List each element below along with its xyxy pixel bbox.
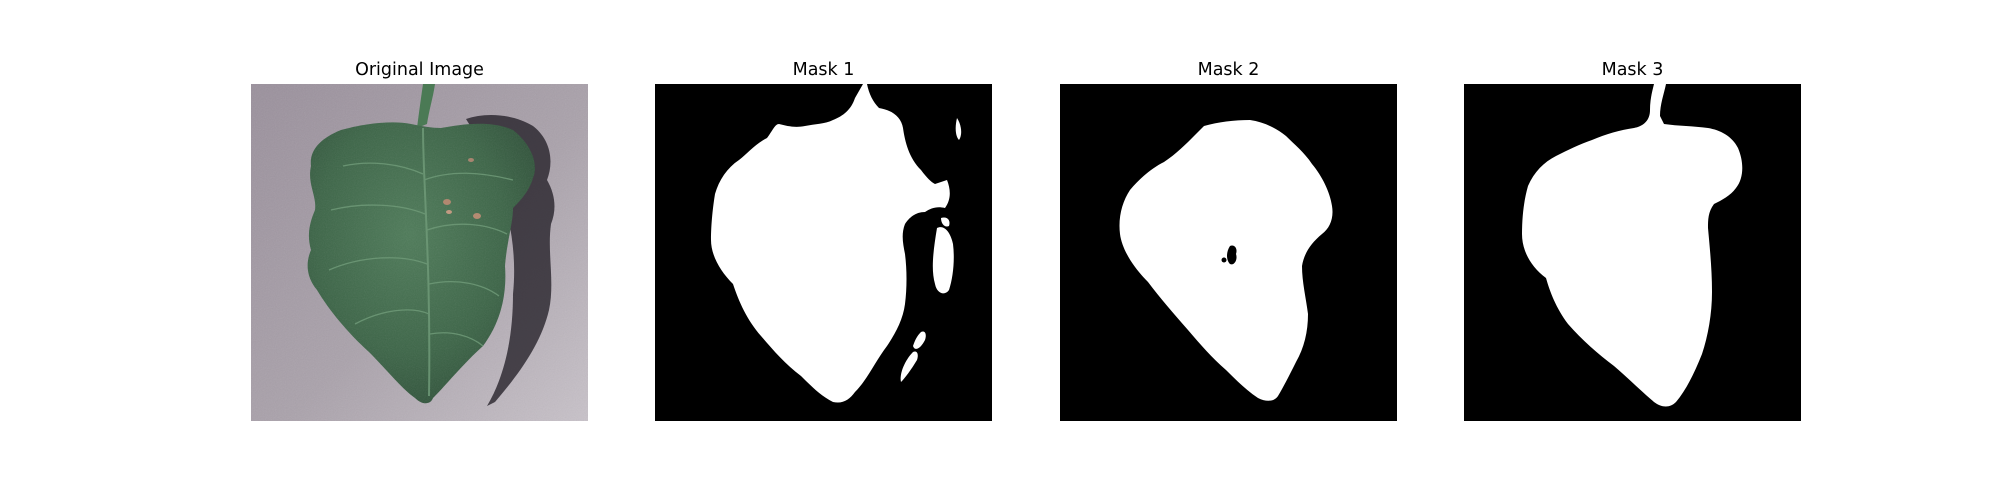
leaf-stem bbox=[417, 84, 435, 128]
original-leaf-image bbox=[251, 84, 588, 421]
leaf-texture bbox=[307, 122, 535, 404]
mask-speck bbox=[1208, 258, 1212, 262]
leaf-lesion bbox=[468, 158, 474, 162]
mask-3-image bbox=[1464, 84, 1801, 421]
panel-title: Mask 2 bbox=[1197, 60, 1260, 80]
panel-title: Mask 3 bbox=[1601, 60, 1664, 80]
mask-foreground bbox=[711, 84, 962, 403]
mask-1-image bbox=[655, 84, 992, 421]
mask-holes bbox=[1221, 245, 1237, 265]
mask-2-image bbox=[1060, 84, 1397, 421]
panel-title: Original Image bbox=[355, 60, 484, 80]
panel-title: Mask 1 bbox=[792, 60, 855, 80]
leaf-shadow bbox=[466, 114, 555, 407]
leaf-lesion bbox=[473, 213, 481, 219]
leaf-lesion bbox=[446, 210, 452, 214]
leaf-lesion bbox=[443, 199, 451, 205]
mask-foreground bbox=[1522, 84, 1743, 407]
leaf-veins bbox=[328, 127, 514, 397]
